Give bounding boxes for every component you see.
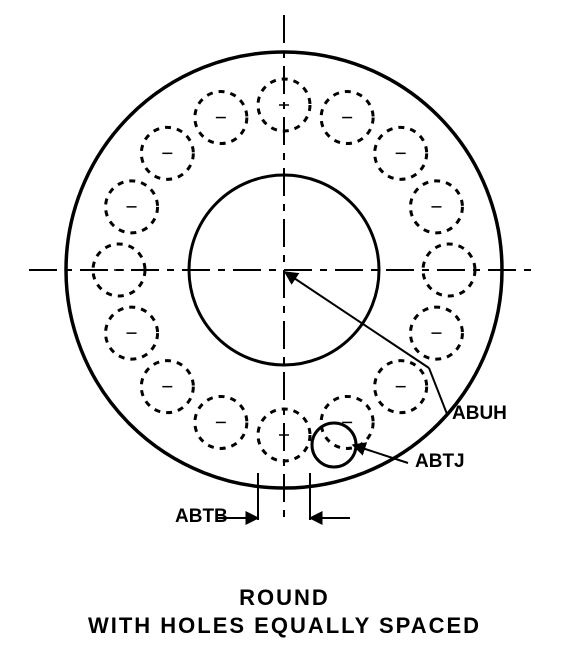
caption-line-1: ROUND <box>0 585 569 611</box>
leader-abuh <box>285 272 429 368</box>
leader-abuh-stub <box>429 368 447 414</box>
label-abtj: ABTJ <box>415 451 465 473</box>
caption-line-2: WITH HOLES EQUALLY SPACED <box>0 613 569 639</box>
label-abtb: ABTB <box>175 506 228 528</box>
abtj-hole <box>312 423 356 467</box>
label-abuh: ABUH <box>452 403 507 425</box>
drawing-canvas <box>0 0 569 647</box>
